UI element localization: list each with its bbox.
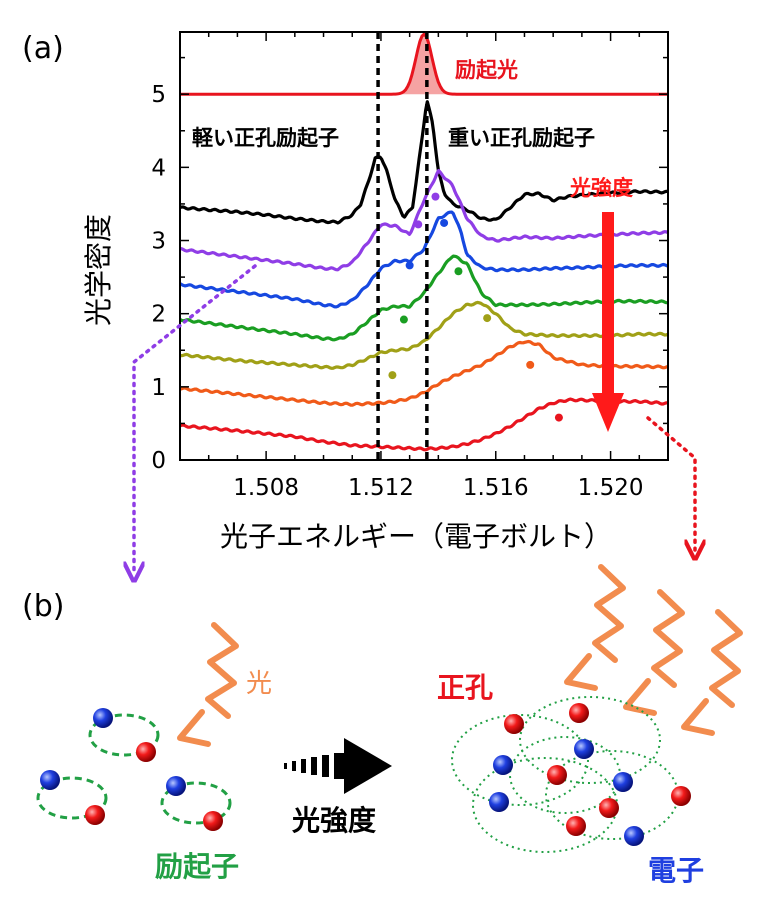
series-line (179, 339, 669, 407)
series-line (179, 100, 669, 225)
light-wave-icon (623, 589, 685, 716)
light-wave-icon (681, 609, 743, 736)
purple-connector-arrow (134, 264, 257, 572)
marker-layer (388, 192, 563, 422)
peak-marker (399, 315, 408, 324)
spectrum-chart: 1.508 1.512 1.516 1.520 0 1 2 3 4 5 光子エネルギー（電子ボルト… (82, 31, 669, 553)
series-line (179, 254, 668, 342)
peak-marker (526, 360, 535, 369)
intensity-label: 光強度 (569, 176, 633, 200)
excitation-line (180, 32, 668, 96)
exciton-pair (36, 770, 108, 825)
x-tick-label: 1.516 (463, 475, 529, 501)
peak-marker (554, 413, 563, 422)
peak-marker (405, 261, 414, 270)
series-line (179, 300, 669, 370)
y-tick-label: 4 (151, 155, 166, 181)
intensity-arrow (592, 212, 624, 432)
light-wave-icon (564, 564, 626, 691)
exciton-pair (160, 776, 232, 831)
plasma-particles (489, 703, 691, 846)
y-axis-label: 光学密度 (82, 214, 115, 326)
panel-b-label: (b) (22, 589, 64, 624)
series-line (179, 397, 669, 452)
panel-a-label: (a) (22, 31, 64, 66)
y-tick-label: 2 (151, 302, 166, 328)
plot-frame (179, 31, 669, 461)
peak-marker (454, 267, 463, 276)
hole-label: 正孔 (437, 671, 493, 704)
peak-marker (414, 220, 423, 229)
peak-marker (431, 192, 440, 201)
y-tick-label: 0 (151, 448, 166, 474)
electron-label: 電子 (648, 854, 704, 887)
x-tick-label: 1.520 (578, 475, 644, 501)
light-hole-exciton-label: 軽い正孔励起子 (192, 126, 339, 150)
light-wave-icon (177, 622, 239, 747)
peak-marker (483, 314, 492, 323)
series-layer (179, 32, 669, 452)
x-tick-label: 1.508 (233, 475, 299, 501)
panel-b-schematic: 光 励起子 光強度 (36, 564, 743, 887)
series-line (179, 210, 669, 309)
exciton-label: 励起子 (155, 850, 239, 883)
light-label: 光 (246, 669, 272, 699)
y-tick-label: 5 (151, 82, 166, 108)
heavy-hole-exciton-label: 重い正孔励起子 (448, 126, 595, 150)
tick-layer (179, 32, 669, 461)
peak-marker (440, 218, 449, 227)
transition-arrow (284, 738, 392, 794)
peak-marker (388, 371, 397, 380)
excitation-label: 励起光 (455, 58, 518, 82)
intensity-label-b: 光強度 (291, 804, 376, 837)
tick-label-layer: 1.508 1.512 1.516 1.520 0 1 2 3 4 5 (151, 82, 643, 501)
y-tick-label: 1 (151, 375, 166, 401)
exciton-pair (88, 708, 160, 762)
series-line (179, 168, 669, 272)
y-tick-label: 3 (151, 229, 166, 255)
x-axis-label: 光子エネルギー（電子ボルト） (220, 520, 612, 553)
red-connector-arrow (646, 416, 695, 550)
x-tick-label: 1.512 (348, 475, 414, 501)
